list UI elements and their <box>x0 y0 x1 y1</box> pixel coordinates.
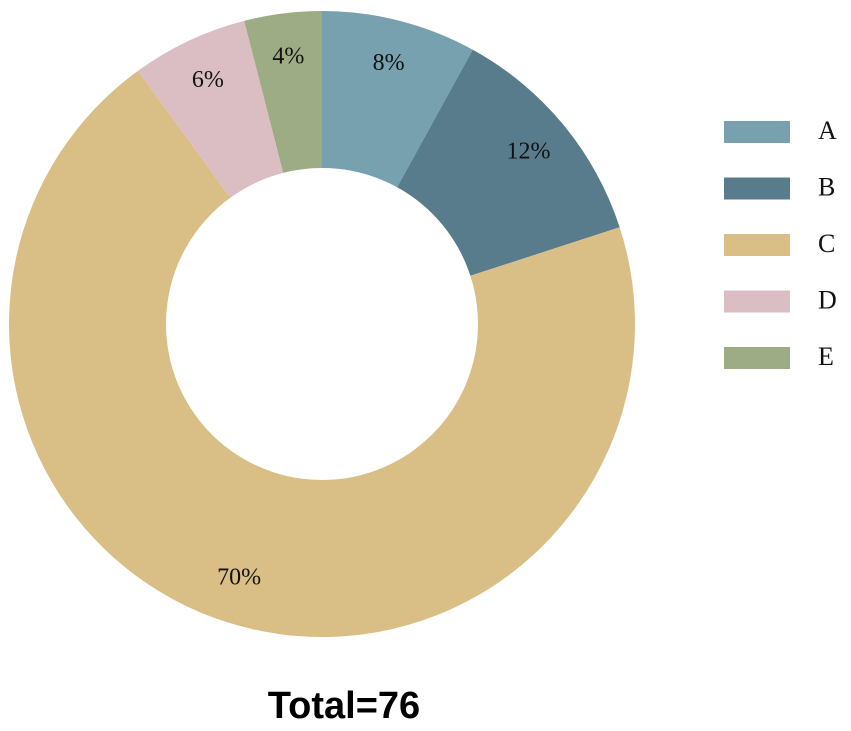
slice <box>397 49 620 276</box>
slice <box>8 70 636 637</box>
legend-label: B <box>818 172 835 201</box>
value-label: 6% <box>192 67 224 93</box>
slice <box>244 10 322 173</box>
legend-swatch <box>724 347 790 369</box>
chart-title: Total=76 <box>268 685 420 727</box>
value-label: 70% <box>217 564 261 590</box>
legend-swatch <box>724 121 790 143</box>
legend-swatch <box>724 177 790 200</box>
value-label: 12% <box>506 139 550 165</box>
legend-swatch <box>724 234 790 256</box>
legend-label: E <box>818 342 834 371</box>
value-label: 8% <box>373 50 405 76</box>
legend-label: C <box>818 229 835 258</box>
legend-label: D <box>818 285 837 314</box>
value-label: 4% <box>272 44 304 70</box>
slice <box>138 20 284 198</box>
legend-label: A <box>818 116 837 145</box>
legend-swatch <box>724 290 790 313</box>
slice <box>322 11 473 188</box>
